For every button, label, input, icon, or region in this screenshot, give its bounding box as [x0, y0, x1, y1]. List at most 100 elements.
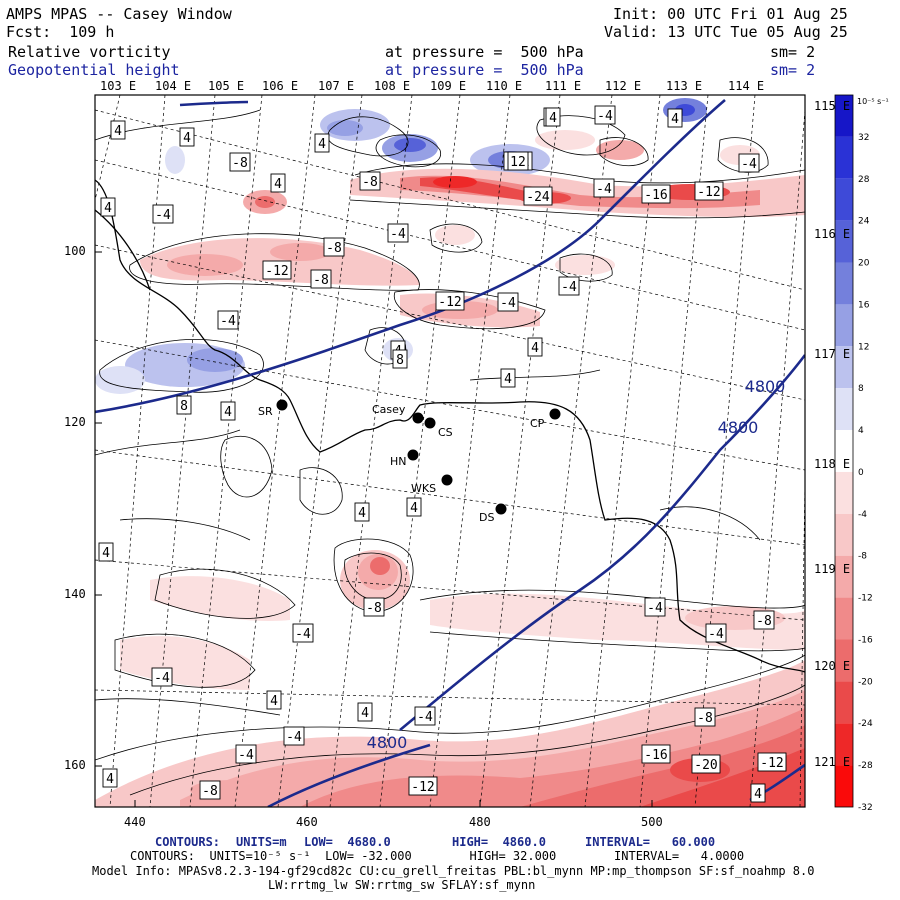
right-label: 117 E: [814, 347, 851, 361]
contour-label: -8: [310, 269, 332, 289]
svg-text:-8: -8: [232, 156, 248, 171]
svg-text:-4: -4: [500, 296, 516, 311]
svg-text:4: 4: [504, 372, 512, 387]
colorbar-tick-label: -12: [858, 594, 873, 604]
left-label: 100: [64, 244, 86, 258]
svg-text:-4: -4: [155, 208, 171, 223]
contour-label: -4: [387, 223, 409, 243]
contour-label: -4: [151, 667, 173, 687]
field1-level: at pressure = 500 hPa: [385, 43, 584, 61]
svg-text:-12: -12: [265, 264, 288, 279]
contour-label: -4: [283, 726, 305, 746]
contour-label: -12: [757, 752, 787, 772]
colorbar-tick-label: -24: [858, 719, 873, 729]
top-label: 110 E: [486, 79, 523, 93]
svg-text:-4: -4: [390, 227, 406, 242]
colorbar-frame: [834, 94, 854, 808]
top-label: 108 E: [374, 79, 411, 93]
forecast-hour: Fcst: 109 h: [6, 23, 115, 41]
contour-label: -8: [753, 610, 775, 630]
contour-label: -4: [292, 623, 314, 643]
colorbar-tick-label: 28: [858, 175, 870, 185]
contour-label: 4: [179, 127, 195, 147]
negative-vorticity-fill: [95, 130, 805, 807]
contour-label: -16: [641, 184, 671, 204]
colorbar-swatch: [835, 136, 853, 179]
contour-label: -8: [359, 171, 381, 191]
right-label: 115 E: [814, 99, 851, 113]
right-label: 119 E: [814, 562, 851, 576]
contour-label: -4: [558, 276, 580, 296]
bottom-label: 440: [124, 815, 146, 829]
station-label: DS: [479, 511, 494, 524]
colorbar-swatch: [835, 681, 853, 724]
svg-text:4: 4: [410, 501, 418, 516]
top-label: 114 E: [728, 79, 765, 93]
contour-label: -8: [694, 707, 716, 727]
contour-label: 4: [500, 368, 516, 388]
colorbar-swatch: [835, 639, 853, 682]
contour-label: 4: [100, 197, 116, 217]
contour-label: -4: [152, 204, 174, 224]
colorbar: 32 28 24 20 16 12 8 4 0 -4 -8 -12 -16 -20 -24 -28 -32 10⁻…: [834, 94, 889, 813]
valid-time: Valid: 13 UTC Tue 05 Aug 25: [604, 23, 848, 41]
svg-text:4: 4: [318, 137, 326, 152]
bottom-label: 480: [469, 815, 491, 829]
svg-text:-24: -24: [526, 190, 550, 205]
station-label: SR: [258, 405, 273, 418]
height-contours-prefix: CONTOURS:: [155, 835, 221, 849]
left-label: 120: [64, 415, 86, 429]
contour-label: 4: [527, 337, 543, 357]
svg-text:4: 4: [549, 111, 557, 126]
station-marker: WKS: [411, 474, 453, 495]
svg-text:-16: -16: [644, 188, 667, 203]
svg-text:-4: -4: [596, 182, 612, 197]
contour-label: -8: [229, 152, 251, 172]
colorbar-swatch: [835, 765, 853, 807]
station-marker: DS: [479, 503, 507, 524]
svg-text:4: 4: [754, 787, 762, 802]
top-label: 106 E: [262, 79, 299, 93]
colorbar-swatch: [835, 388, 853, 431]
field1-smoothing: sm= 2: [770, 43, 816, 61]
svg-text:4: 4: [224, 405, 232, 420]
svg-text:4: 4: [102, 546, 110, 561]
station-marker: CS: [424, 417, 453, 439]
contour-label: 4: [354, 502, 370, 522]
station-label: HN: [390, 455, 407, 468]
station-marker: HN: [390, 449, 419, 468]
vorticity-contours-info: CONTOURS: UNITS=10⁻⁵ s⁻¹ LOW= -32.000 HI…: [130, 849, 745, 863]
contour-label: 4: [314, 133, 330, 153]
height-contour-label: 4800: [745, 377, 786, 396]
contour-label: 4: [357, 702, 373, 722]
svg-text:4: 4: [183, 131, 191, 146]
svg-text:-4: -4: [154, 671, 170, 686]
svg-text:4: 4: [671, 112, 679, 127]
svg-text:-4: -4: [647, 601, 663, 616]
height-contour-label: 4800: [718, 418, 759, 437]
contour-label: 4: [98, 542, 114, 562]
top-label: 113 E: [666, 79, 703, 93]
svg-text:-4: -4: [597, 109, 613, 124]
contour-label: -4: [217, 310, 239, 330]
left-label: 160: [64, 758, 86, 772]
station-marker: CP: [530, 408, 561, 430]
svg-text:4: 4: [274, 177, 282, 192]
contour-label: -4: [644, 597, 666, 617]
geopotential-contours: [95, 99, 805, 807]
height-contours-interval: INTERVAL= 60.000: [585, 835, 716, 849]
colorbar-tick-label: 24: [858, 217, 870, 227]
top-label: 111 E: [545, 79, 582, 93]
station-layer: SR Casey CS CP HN WKS DS: [258, 399, 561, 524]
latlon-grid: [95, 95, 805, 807]
svg-text:4: 4: [531, 341, 539, 356]
contour-label: 4: [406, 497, 422, 517]
contour-label: -4: [738, 153, 760, 173]
contour-label: -4: [593, 178, 615, 198]
svg-text:-12: -12: [411, 780, 434, 795]
station-marker: Casey: [372, 403, 424, 424]
height-contours-low: LOW= 4680.0: [304, 835, 391, 849]
colorbar-swatch: [835, 597, 853, 640]
colorbar-tick-label: -20: [858, 677, 873, 687]
svg-text:-8: -8: [313, 273, 329, 288]
